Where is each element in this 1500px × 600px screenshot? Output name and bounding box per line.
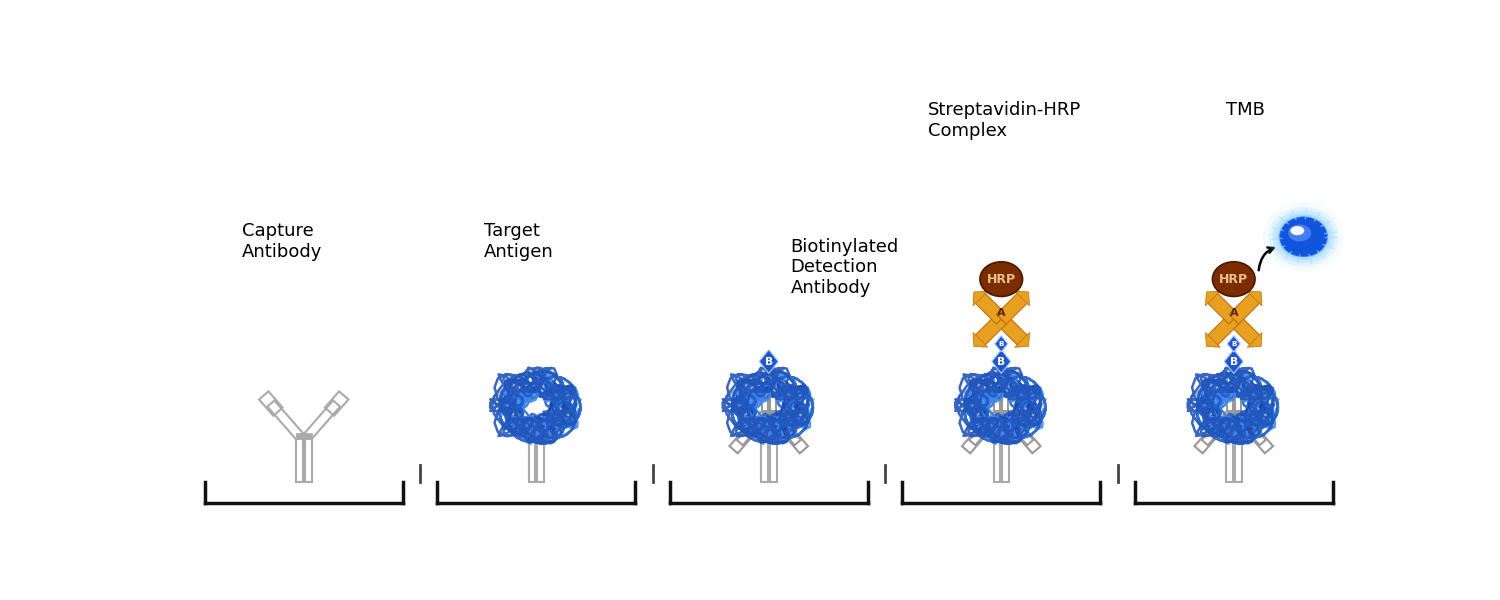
Polygon shape [759, 350, 778, 373]
Polygon shape [1014, 291, 1029, 306]
Polygon shape [1246, 332, 1262, 347]
Polygon shape [1206, 291, 1221, 306]
FancyBboxPatch shape [993, 433, 1010, 439]
Ellipse shape [1288, 224, 1311, 241]
Polygon shape [1227, 336, 1240, 352]
FancyBboxPatch shape [296, 433, 312, 439]
Ellipse shape [1280, 217, 1328, 257]
FancyBboxPatch shape [1227, 411, 1240, 416]
Text: HRP: HRP [987, 272, 1016, 286]
Polygon shape [974, 292, 1006, 324]
Ellipse shape [1212, 262, 1255, 296]
Text: A: A [1230, 308, 1238, 318]
Polygon shape [974, 332, 988, 347]
Polygon shape [1246, 291, 1262, 306]
Text: B: B [999, 341, 1004, 347]
Polygon shape [992, 350, 1011, 373]
Ellipse shape [1268, 207, 1340, 267]
Polygon shape [1206, 332, 1221, 347]
Polygon shape [1014, 332, 1029, 347]
Ellipse shape [1290, 226, 1305, 235]
FancyBboxPatch shape [1226, 433, 1242, 439]
Ellipse shape [1276, 214, 1330, 260]
FancyBboxPatch shape [760, 433, 777, 439]
Text: TMB: TMB [1226, 101, 1264, 119]
Polygon shape [1206, 314, 1239, 347]
Text: Biotinylated
Detection
Antibody: Biotinylated Detection Antibody [790, 238, 898, 297]
Text: Streptavidin-HRP
Complex: Streptavidin-HRP Complex [927, 101, 1082, 140]
Text: Capture
Antibody: Capture Antibody [242, 222, 322, 261]
Polygon shape [996, 292, 1029, 324]
Polygon shape [996, 314, 1029, 347]
FancyBboxPatch shape [762, 411, 776, 416]
Polygon shape [1206, 292, 1239, 324]
Text: HRP: HRP [1220, 272, 1248, 286]
Polygon shape [974, 291, 988, 306]
Text: B: B [1230, 356, 1238, 367]
Polygon shape [1224, 350, 1244, 373]
Polygon shape [1228, 314, 1262, 347]
FancyBboxPatch shape [528, 433, 544, 439]
Text: A: A [998, 308, 1005, 318]
Polygon shape [1228, 292, 1262, 324]
Ellipse shape [1272, 210, 1335, 263]
Text: B: B [998, 356, 1005, 367]
Text: B: B [765, 356, 772, 367]
Ellipse shape [980, 262, 1023, 296]
Text: Target
Antigen: Target Antigen [483, 222, 554, 261]
Polygon shape [994, 336, 1008, 352]
Polygon shape [974, 314, 1006, 347]
Ellipse shape [1263, 202, 1344, 271]
Text: B: B [1232, 341, 1236, 347]
FancyBboxPatch shape [994, 411, 1008, 416]
